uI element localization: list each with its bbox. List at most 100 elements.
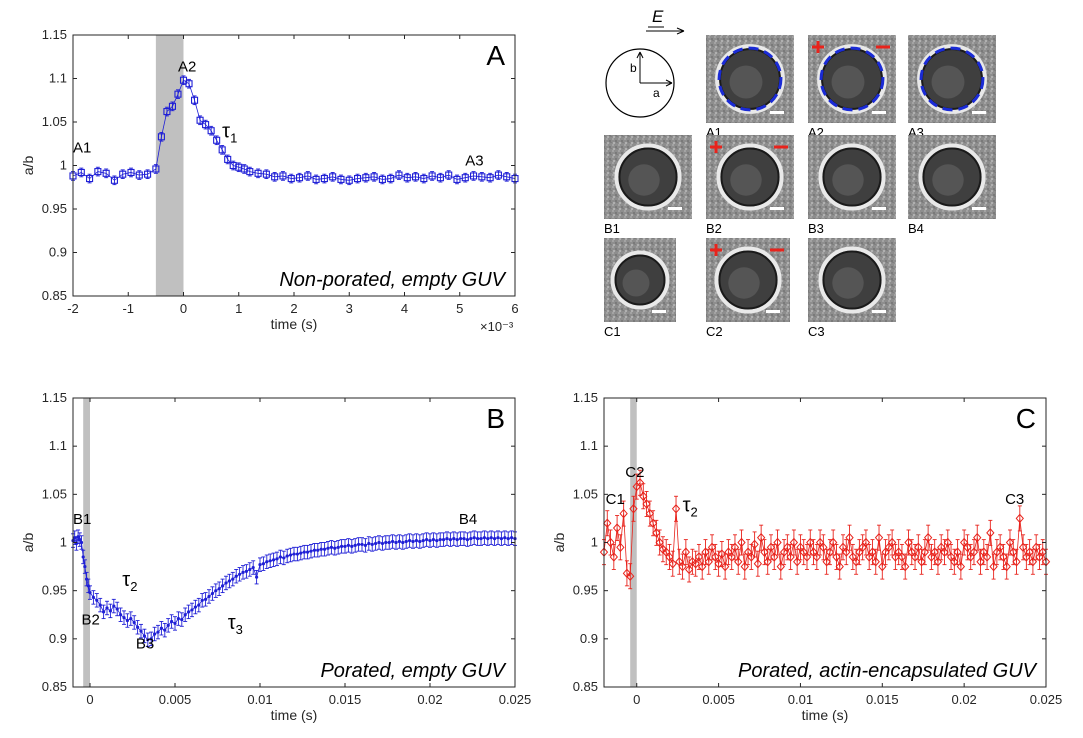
data-point xyxy=(461,174,469,182)
data-point xyxy=(312,175,320,183)
data-point xyxy=(465,538,469,542)
data-point xyxy=(394,540,398,545)
y-axis-label: a/b xyxy=(20,156,36,176)
data-point xyxy=(304,172,312,180)
data-point xyxy=(678,561,687,572)
data-point xyxy=(626,571,635,581)
data-point xyxy=(750,539,759,550)
data-point xyxy=(887,537,897,548)
x-tick-label: 6 xyxy=(511,301,518,316)
y-tick-label: 1.15 xyxy=(42,390,67,405)
x-tick-label: 0.02 xyxy=(417,692,442,707)
vesicle-interior xyxy=(729,65,763,99)
data-point xyxy=(698,561,707,572)
vesicle-halo xyxy=(918,143,986,211)
data-point xyxy=(619,508,628,519)
data-point xyxy=(982,552,992,562)
data-point xyxy=(309,549,313,553)
data-point xyxy=(953,547,962,557)
data-point xyxy=(910,552,920,562)
panel-caption: Porated, empty GUV xyxy=(320,660,506,682)
data-point xyxy=(129,617,133,621)
x-tick-label: 0.01 xyxy=(247,692,272,707)
data-point xyxy=(1018,542,1028,553)
data-point xyxy=(241,570,245,574)
data-point xyxy=(486,537,490,541)
x-axis-label: time (s) xyxy=(271,707,318,723)
data-point xyxy=(238,572,242,576)
data-point xyxy=(404,539,408,544)
data-point xyxy=(496,536,500,540)
micrograph-tile xyxy=(604,135,692,219)
micrograph-label: C2 xyxy=(706,324,723,339)
vesicle-halo xyxy=(917,44,987,114)
data-point xyxy=(642,499,651,509)
data-point xyxy=(612,523,622,533)
scale-bar xyxy=(872,310,886,313)
data-point xyxy=(285,554,289,558)
data-point xyxy=(197,603,201,607)
data-point xyxy=(861,537,871,548)
data-point xyxy=(606,537,615,548)
data-point xyxy=(190,608,194,612)
data-point xyxy=(727,552,736,562)
micrograph-tile xyxy=(706,238,790,322)
data-point xyxy=(445,171,453,179)
data-point xyxy=(183,613,187,617)
data-point xyxy=(874,532,884,543)
tau-annotation: τ3 xyxy=(228,612,243,637)
vesicle-interior xyxy=(832,267,864,299)
data-point xyxy=(191,96,199,104)
y-tick-label: 0.9 xyxy=(49,245,67,260)
data-point xyxy=(174,90,182,98)
data-point xyxy=(802,552,812,562)
scale-bar xyxy=(872,207,886,210)
point-annotation: A2 xyxy=(178,59,196,76)
data-point xyxy=(717,549,727,559)
data-point xyxy=(478,173,486,181)
y-tick-label: 0.85 xyxy=(42,679,67,694)
data-point xyxy=(187,610,191,614)
y-tick-label: 1 xyxy=(60,535,67,550)
data-point xyxy=(878,561,887,572)
data-point xyxy=(825,547,835,557)
data-point xyxy=(302,550,306,554)
axis-b-label: b xyxy=(630,61,637,75)
tau-annotation: τ2 xyxy=(683,495,698,520)
data-point xyxy=(917,557,926,567)
data-point xyxy=(306,550,310,554)
data-point xyxy=(462,537,466,541)
data-point xyxy=(871,557,880,567)
data-point xyxy=(224,581,228,585)
positive-electrode-icon xyxy=(710,141,722,153)
x-tick-label: 0 xyxy=(633,692,640,707)
vesicle-halo xyxy=(817,44,887,114)
data-point xyxy=(122,616,126,620)
data-point xyxy=(132,620,136,625)
data-point xyxy=(340,544,344,548)
data-point xyxy=(79,540,84,545)
data-point xyxy=(157,133,165,141)
data-point xyxy=(135,171,143,179)
data-point xyxy=(1015,513,1024,524)
data-point xyxy=(616,542,625,553)
x-tick-label: -1 xyxy=(122,301,134,316)
data-point xyxy=(159,626,163,630)
data-point xyxy=(166,623,170,627)
data-point xyxy=(469,537,473,541)
x-tick-label: 0 xyxy=(180,301,187,316)
data-point xyxy=(506,537,510,541)
micrograph-label: B1 xyxy=(604,221,620,236)
panel-caption: Non-porated, empty GUV xyxy=(279,269,506,291)
data-point xyxy=(170,619,174,624)
y-tick-label: 0.9 xyxy=(580,631,598,646)
schematic-diagram: E b a xyxy=(605,7,685,118)
data-point xyxy=(336,545,340,549)
data-point xyxy=(494,171,502,179)
data-point xyxy=(156,630,160,634)
data-point xyxy=(139,629,143,633)
data-point xyxy=(357,542,361,547)
data-point xyxy=(442,538,446,542)
data-point xyxy=(387,175,395,183)
